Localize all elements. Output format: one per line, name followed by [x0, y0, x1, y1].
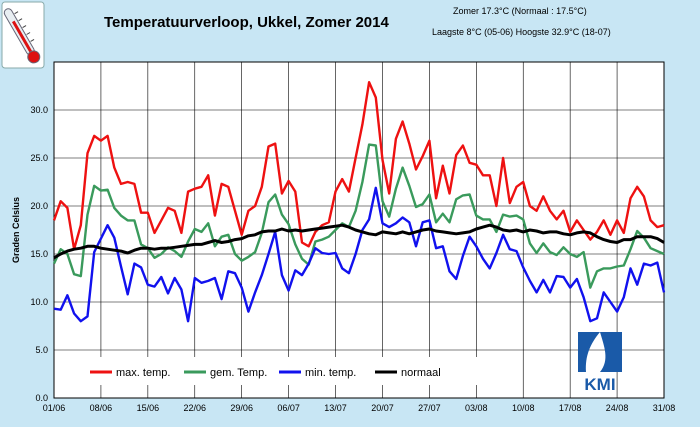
series-line-2 — [53, 186, 666, 323]
x-axis: 01/06 08/06 15/06 22/06 29/06 06/07 13/07 20/07… — [43, 403, 676, 413]
legend-entry: min. temp. — [305, 367, 356, 379]
x-tick-label: 24/08 — [606, 403, 629, 413]
legend-entry: normaal — [401, 367, 441, 379]
kmi-logo: KMI — [578, 332, 622, 394]
x-tick-label: 10/08 — [512, 403, 535, 413]
y-tick-label: 5.0 — [35, 345, 48, 355]
y-axis-label: Graden Celsius — [11, 197, 21, 263]
extremes-summary: Laagste 8°C (05-06) Hoogste 32.9°C (18-0… — [432, 27, 611, 37]
x-tick-label: 29/06 — [230, 403, 253, 413]
kmi-logo-text: KMI — [584, 375, 615, 394]
y-tick-label: 30.0 — [30, 105, 48, 115]
series-line-3 — [53, 223, 665, 260]
thermometer-icon — [1, 1, 45, 69]
legend-entry: gem. Temp. — [210, 367, 267, 379]
series-line-1 — [52, 143, 665, 289]
x-tick-label: 15/06 — [137, 403, 160, 413]
y-axis: 0.0 5.0 10.0 15.0 20.0 25.0 30.0 — [30, 105, 48, 403]
x-tick-label: 22/06 — [184, 403, 207, 413]
legend: max. temp. gem. Temp. min. temp. normaal — [86, 357, 478, 385]
season-summary: Zomer 17.3°C (Normaal : 17.5°C) — [453, 6, 587, 16]
y-tick-label: 0.0 — [35, 393, 48, 403]
legend-entry: max. temp. — [116, 367, 170, 379]
y-tick-label: 25.0 — [30, 153, 48, 163]
x-tick-label: 13/07 — [324, 403, 347, 413]
x-tick-label: 20/07 — [371, 403, 394, 413]
x-tick-label: 31/08 — [653, 403, 676, 413]
x-tick-label: 06/07 — [277, 403, 300, 413]
chart-title: Temperatuurverloop, Ukkel, Zomer 2014 — [104, 14, 389, 31]
y-tick-label: 20.0 — [30, 201, 48, 211]
x-tick-label: 27/07 — [418, 403, 441, 413]
x-tick-label: 01/06 — [43, 403, 66, 413]
x-tick-label: 03/08 — [465, 403, 488, 413]
y-tick-label: 15.0 — [30, 249, 48, 259]
x-tick-label: 17/08 — [559, 403, 582, 413]
series-lines — [52, 80, 666, 323]
series-line-0 — [52, 80, 665, 251]
y-tick-label: 10.0 — [30, 297, 48, 307]
x-tick-label: 08/06 — [90, 403, 113, 413]
